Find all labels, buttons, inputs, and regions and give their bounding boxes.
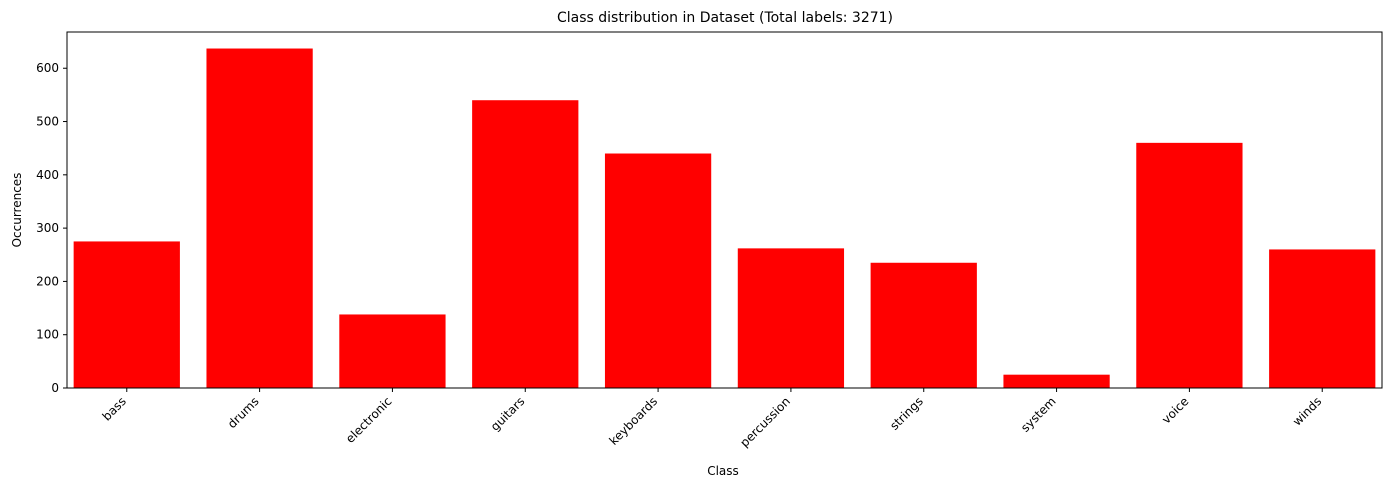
bar-keyboards [604,153,712,388]
y-tick-label: 600 [36,61,59,75]
bar-voice [1136,142,1243,388]
bar-percussion [737,248,845,388]
plot-frame [66,31,1383,389]
bar-strings [870,262,977,388]
bar-guitars [472,100,579,388]
y-tick-label: 0 [51,381,59,395]
bar-drums [206,48,313,389]
y-tick-label: 100 [36,328,59,342]
chart-title: Class distribution in Dataset (Total lab… [557,10,893,26]
y-axis-label: Occurrences [10,173,24,248]
y-axis-ticks: 0 100 200 300 400 500 600 [36,61,67,395]
y-tick-label: 500 [36,115,59,129]
bars-group [73,48,1376,389]
bar-system [1003,374,1110,388]
y-tick-label: 200 [36,274,59,288]
x-axis-label: Class [707,464,739,478]
y-tick-label: 400 [36,168,59,182]
y-tick-label: 300 [36,221,59,235]
bar-winds [1269,249,1376,388]
bar-bass [73,241,180,388]
bar-electronic [339,314,446,388]
